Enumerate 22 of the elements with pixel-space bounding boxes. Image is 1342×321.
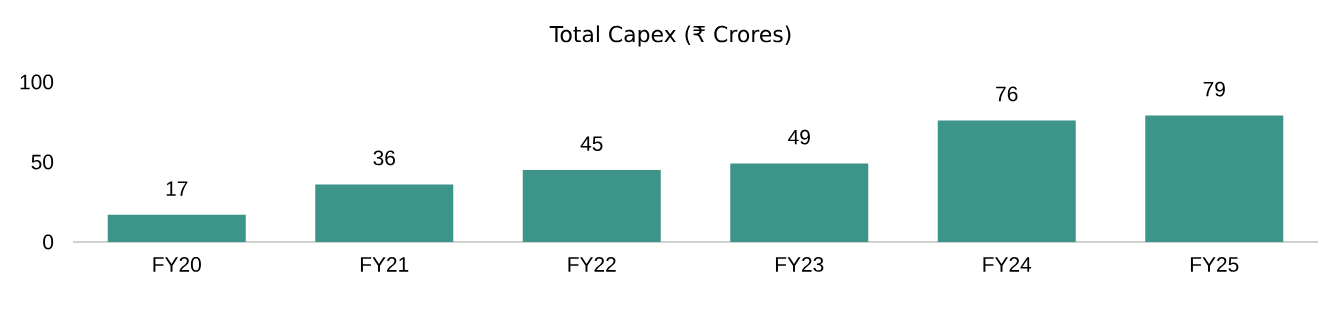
bar — [1145, 115, 1284, 242]
data-label: 79 — [1203, 81, 1225, 97]
y-tick-label: 0 — [43, 234, 54, 250]
x-tick-label: FY21 — [360, 257, 409, 272]
x-tick-label: FY20 — [153, 257, 201, 272]
x-tick-label: FY22 — [568, 257, 616, 272]
bar — [315, 184, 454, 242]
x-tick-label: FY25 — [1190, 257, 1239, 272]
y-tick-label: 100 — [20, 74, 54, 90]
data-label: 17 — [166, 181, 188, 196]
bar — [107, 214, 246, 242]
x-tick-label: FY23 — [775, 257, 824, 272]
bar — [522, 170, 661, 242]
data-label: 36 — [373, 150, 395, 166]
data-label: 45 — [580, 136, 603, 151]
x-tick-label: FY24 — [983, 257, 1032, 272]
data-label: 49 — [788, 129, 810, 145]
y-tick-label: 50 — [31, 154, 54, 170]
chart-title: Total Capex (₹ Crores) — [549, 25, 791, 47]
bar — [937, 120, 1076, 242]
bar — [730, 163, 869, 242]
data-label: 76 — [996, 86, 1018, 102]
